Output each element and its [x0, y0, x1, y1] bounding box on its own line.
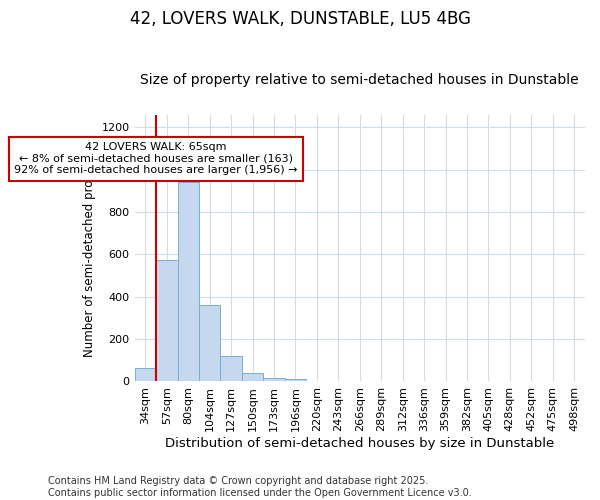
- Bar: [263, 378, 285, 382]
- Text: 42, LOVERS WALK, DUNSTABLE, LU5 4BG: 42, LOVERS WALK, DUNSTABLE, LU5 4BG: [130, 10, 470, 28]
- Bar: [285, 380, 306, 382]
- Bar: [220, 356, 242, 382]
- Bar: [178, 182, 199, 382]
- Bar: [156, 260, 178, 382]
- Text: 42 LOVERS WALK: 65sqm
← 8% of semi-detached houses are smaller (163)
92% of semi: 42 LOVERS WALK: 65sqm ← 8% of semi-detac…: [14, 142, 298, 176]
- Text: Contains HM Land Registry data © Crown copyright and database right 2025.
Contai: Contains HM Land Registry data © Crown c…: [48, 476, 472, 498]
- Bar: [134, 368, 156, 382]
- X-axis label: Distribution of semi-detached houses by size in Dunstable: Distribution of semi-detached houses by …: [165, 437, 554, 450]
- Bar: [199, 305, 220, 382]
- Y-axis label: Number of semi-detached properties: Number of semi-detached properties: [83, 138, 96, 358]
- Title: Size of property relative to semi-detached houses in Dunstable: Size of property relative to semi-detach…: [140, 73, 579, 87]
- Bar: [242, 372, 263, 382]
